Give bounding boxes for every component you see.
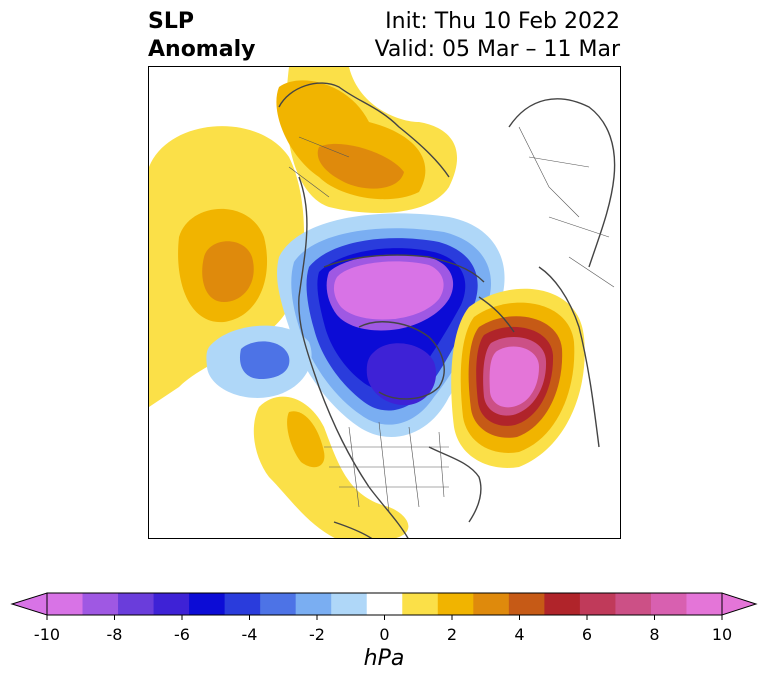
colorbar-swatch — [473, 593, 510, 615]
colorbar-tick-label: -10 — [33, 625, 61, 644]
colorbar-tick-label: 4 — [514, 625, 525, 644]
title-anomaly: Anomaly — [148, 37, 256, 62]
coastlines — [278, 82, 616, 538]
colorbar-tick-label: 2 — [446, 625, 458, 644]
colorbar-swatch — [82, 593, 119, 615]
colorbar-swatch — [579, 593, 616, 615]
title-slp: SLP — [148, 9, 194, 34]
colorbar-extend-low — [10, 592, 48, 616]
colorbar-swatch — [47, 593, 84, 615]
atlantic-high-anomaly-core — [489, 346, 539, 408]
colorbar-tick-label: -4 — [241, 625, 258, 644]
colorbar-swatch — [402, 593, 439, 615]
colorbar-swatch — [331, 593, 368, 615]
colorbar-tick-label: -2 — [309, 625, 325, 644]
colorbar-swatch — [650, 593, 687, 615]
southern-us-high-anomaly-inner — [287, 411, 325, 468]
colorbar-tick-label: 10 — [711, 625, 733, 644]
chart-title-left: SLP Anomaly — [148, 8, 255, 64]
colorbar-tick-label: -8 — [106, 625, 123, 644]
colorbar-swatch — [260, 593, 297, 615]
colorbar-swatch — [508, 593, 545, 615]
hudson-low-anomaly — [366, 343, 437, 406]
colorbar-tick-label: 8 — [649, 625, 660, 644]
colorbar-extend-high — [721, 592, 758, 616]
map-canvas — [149, 67, 616, 538]
borders — [288, 126, 615, 513]
init-date: Init: Thu 10 Feb 2022 — [385, 9, 620, 34]
chart-title-right: Init: Thu 10 Feb 2022 Valid: 05 Mar – 11… — [375, 8, 620, 64]
pacific-high-anomaly-core — [202, 241, 254, 302]
colorbar-tick-label: 6 — [581, 625, 593, 644]
colorbar-swatch — [686, 593, 723, 615]
colorbar-swatch — [295, 593, 332, 615]
colorbar-swatch — [366, 593, 403, 615]
arctic-low-anomaly-core — [333, 261, 444, 320]
colorbar-swatch — [437, 593, 474, 615]
eurasia-high-anomaly-core — [317, 143, 404, 189]
colorbar-tick-label: -6 — [174, 625, 190, 644]
colorbar — [10, 592, 758, 620]
slp-anomaly-map — [148, 66, 621, 539]
colorbar-unit: hPa — [363, 646, 405, 671]
colorbar-swatch — [153, 593, 190, 615]
colorbar-swatch — [615, 593, 652, 615]
colorbar-swatch — [189, 593, 226, 615]
colorbar-swatch — [544, 593, 581, 615]
colorbar-swatch — [224, 593, 261, 615]
valid-range: Valid: 05 Mar – 11 Mar — [374, 37, 620, 62]
colorbar-swatch — [118, 593, 155, 615]
colorbar-tick-label: 0 — [379, 625, 390, 644]
pacific-low-anomaly-inner — [239, 341, 290, 379]
